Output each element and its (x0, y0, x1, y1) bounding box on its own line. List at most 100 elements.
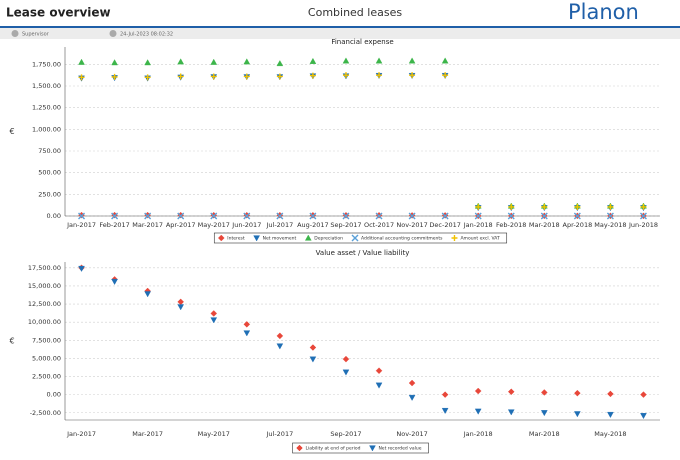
marker (177, 58, 185, 65)
marker (144, 59, 151, 66)
marker (451, 235, 458, 241)
marker (342, 355, 350, 363)
marker (243, 330, 251, 337)
marker (210, 310, 218, 317)
y-tick-label: 500.00 (38, 169, 61, 177)
x-tick-label: Jan-2018 (463, 221, 493, 229)
page-title: Lease overview (6, 6, 111, 20)
marker (540, 410, 548, 417)
y-tick-label: 750.00 (38, 147, 61, 155)
marker (342, 212, 350, 220)
marker (243, 212, 251, 220)
legend: Interest Net movement Depreciation Addition… (217, 234, 500, 242)
x-tick-label: Apr-2018 (563, 221, 593, 229)
y-tick-label: 1,000.00 (32, 125, 61, 133)
y-tick-label: 0.00 (47, 391, 61, 399)
marker (210, 317, 218, 324)
marker (111, 212, 119, 220)
y-tick-label: 7,500.00 (32, 336, 61, 344)
marker (276, 60, 284, 67)
y-axis-label: € (9, 127, 14, 136)
legend-label: Net movement (263, 236, 297, 242)
marker (276, 212, 284, 220)
y-tick-label: 17,500.00 (28, 264, 61, 272)
marker (573, 212, 581, 220)
y-tick-label: 2,500.00 (32, 373, 61, 381)
marker (639, 212, 647, 220)
marker (607, 203, 614, 210)
x-tick-label: Jan-2017 (66, 221, 96, 229)
marker (210, 73, 217, 80)
marker (309, 72, 316, 79)
marker (375, 212, 383, 220)
marker (574, 411, 581, 418)
marker (217, 234, 225, 242)
x-tick-label: Sep-2017 (330, 221, 361, 229)
legend-box (213, 232, 508, 244)
marker (177, 304, 185, 311)
x-tick-label: Jan-2017 (66, 430, 96, 438)
marker (507, 212, 515, 220)
marker (474, 408, 482, 415)
marker (78, 212, 86, 220)
marker (375, 367, 383, 374)
x-tick-label: Feb-2018 (496, 221, 526, 229)
x-tick-label: Mar-2018 (529, 221, 560, 229)
legend: Liability at end of period Net recorded v… (296, 444, 422, 452)
x-tick-label: Jun-2018 (628, 221, 658, 229)
y-tick-label: 1,750.00 (32, 60, 61, 68)
legend-label: Interest (227, 236, 245, 242)
marker (474, 212, 482, 220)
marker (78, 265, 85, 272)
marker (507, 409, 515, 416)
marker (243, 58, 251, 65)
marker (475, 203, 482, 210)
marker (441, 391, 449, 398)
x-tick-label: May-2018 (594, 221, 626, 229)
marker (243, 321, 251, 328)
marker (342, 369, 350, 376)
marker (409, 72, 416, 79)
marker (375, 57, 383, 64)
clock-icon (109, 30, 117, 37)
marker (144, 212, 152, 220)
user-name: Supervisor (22, 32, 50, 38)
y-tick-label: -2,500.00 (30, 409, 61, 417)
marker (111, 278, 118, 285)
page-subtitle: Combined leases (308, 6, 402, 19)
brand-logo: Planon (568, 0, 639, 24)
marker (606, 212, 614, 220)
marker (442, 72, 449, 79)
toolbar (0, 28, 680, 39)
y-tick-label: 5,000.00 (32, 354, 61, 362)
x-tick-label: Jan-2018 (463, 430, 493, 438)
marker (243, 73, 250, 80)
marker (177, 212, 185, 220)
x-tick-label: Mar-2017 (132, 430, 163, 438)
marker (507, 388, 515, 396)
marker (276, 73, 283, 80)
marker (309, 356, 317, 363)
marker (78, 74, 85, 81)
x-tick-label: Mar-2018 (529, 430, 560, 438)
marker (351, 234, 359, 242)
legend-label: Liability at end of period (305, 446, 360, 452)
marker (640, 413, 647, 420)
y-tick-label: 12,500.00 (28, 300, 61, 308)
y-tick-label: 1,250.00 (32, 104, 61, 112)
marker (342, 57, 350, 64)
chart-title: Financial expense (331, 38, 393, 46)
marker (607, 411, 614, 418)
x-tick-label: Jul-2017 (265, 221, 293, 229)
x-tick-label: May-2017 (198, 221, 230, 229)
timestamp: 24-Jul-2023 08:02:32 (120, 32, 173, 38)
marker (441, 57, 449, 64)
marker (304, 234, 312, 241)
marker (408, 212, 416, 220)
user-icon (11, 30, 19, 37)
marker (276, 343, 284, 350)
y-axis-label: € (9, 337, 14, 346)
marker (640, 391, 647, 398)
legend-box (292, 442, 429, 454)
